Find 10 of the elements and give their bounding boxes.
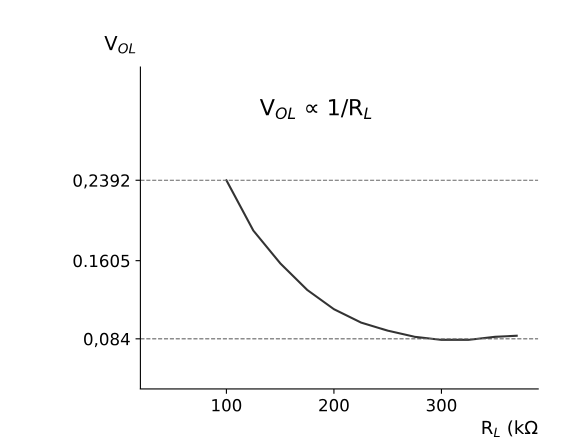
y-tick-label: 0,2392 — [73, 174, 130, 189]
annotation: V$_{OL}$ ∝ 1/R$_{L}$ — [260, 99, 372, 120]
y-tick-label: 0,084 — [84, 332, 130, 348]
line-series — [225, 179, 518, 341]
x-tick-label: 300 — [426, 398, 456, 412]
x-tick-label: 200 — [319, 398, 349, 412]
y-tick-label: 0.1605 — [73, 254, 130, 268]
x-axis-title: R$_{L}$ (kΩ — [482, 420, 538, 437]
x-tick-label: 100 — [212, 398, 242, 412]
y-axis-title: V$_{OL}$ — [104, 36, 136, 54]
